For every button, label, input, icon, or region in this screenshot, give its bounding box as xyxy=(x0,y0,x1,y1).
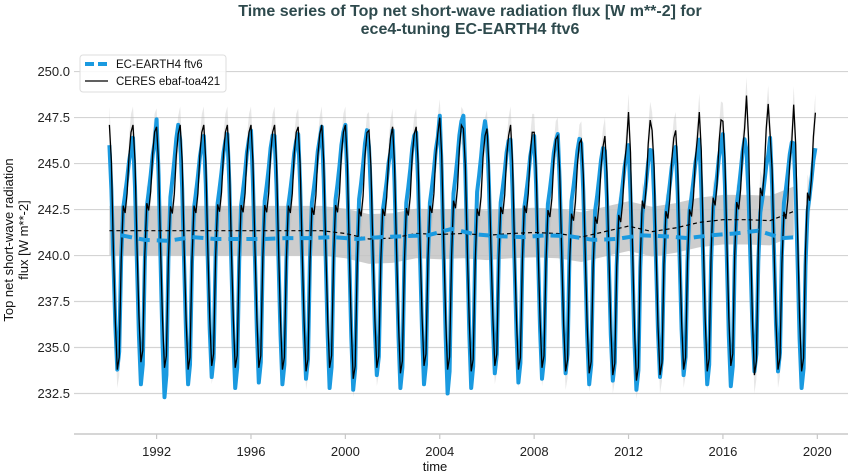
plot-area xyxy=(107,77,818,400)
series-line-ceres-monthly xyxy=(108,95,817,381)
chart-title-line-2: ece4-tuning EC-EARTH4 ftv6 xyxy=(361,21,580,38)
x-tick-label: 2008 xyxy=(520,444,549,459)
y-axis-ticks: 232.5 235.0 237.5 240.0 242.5 245.0 247.5 250.0 xyxy=(37,64,70,401)
series-line-model-monthly xyxy=(107,113,818,400)
x-tick-label: 1992 xyxy=(142,444,171,459)
y-tick-label: 240.0 xyxy=(37,248,70,263)
x-axis-ticks: 1992 1996 2000 2004 2008 2012 2016 2020 xyxy=(142,434,832,459)
x-tick-label: 2020 xyxy=(803,444,832,459)
series-line-model-running-mean xyxy=(120,226,799,243)
x-tick-label: 2012 xyxy=(614,444,643,459)
y-tick-label: 245.0 xyxy=(37,156,70,171)
x-axis-label: time xyxy=(423,459,448,474)
x-tick-label: 2000 xyxy=(331,444,360,459)
y-axis-label-line-2: flux [W m**-2] xyxy=(16,200,31,279)
y-tick-label: 232.5 xyxy=(37,386,70,401)
y-axis-label-line-1: Top net short-wave radiation xyxy=(1,158,16,321)
x-tick-label: 1996 xyxy=(237,444,266,459)
x-tick-label: 2004 xyxy=(425,444,454,459)
y-tick-label: 235.0 xyxy=(37,340,70,355)
y-tick-label: 242.5 xyxy=(37,202,70,217)
legend-label-model: EC-EARTH4 ftv6 xyxy=(116,59,203,71)
chart-title-line-1: Time series of Top net short-wave radiat… xyxy=(238,3,701,20)
series-line-ceres-running-mean xyxy=(109,210,794,240)
legend: EC-EARTH4 ftv6 CERES ebaf-toa421 xyxy=(79,54,227,93)
y-tick-label: 237.5 xyxy=(37,294,70,309)
legend-box xyxy=(79,54,227,93)
y-tick-label: 250.0 xyxy=(37,64,70,79)
y-tick-label: 247.5 xyxy=(37,110,70,125)
x-tick-label: 2016 xyxy=(708,444,737,459)
legend-label-ceres: CERES ebaf-toa421 xyxy=(116,76,220,88)
